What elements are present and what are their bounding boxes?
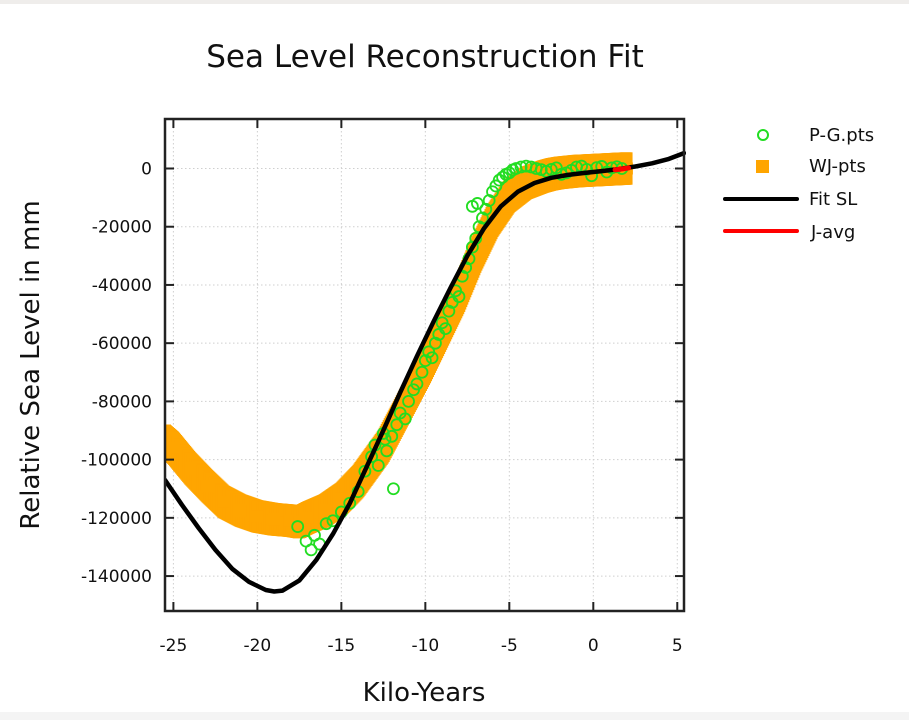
series-layer — [165, 150, 686, 594]
legend-label-j-avg: J-avg — [810, 222, 855, 243]
wj-pts-point — [200, 479, 213, 492]
pg-pts-point — [371, 459, 385, 472]
pg-pts-point — [398, 412, 412, 426]
wj-pts-point — [301, 511, 314, 524]
wj-pts-point — [318, 504, 331, 517]
series-wj-pts — [165, 152, 633, 539]
wj-pts-point — [251, 510, 264, 523]
pg-pts-point — [319, 517, 333, 531]
pg-pts-point — [496, 170, 510, 184]
pg-pts-point — [410, 377, 424, 391]
pg-pts-point — [471, 197, 484, 210]
pg-pts-point — [425, 351, 439, 365]
x-tick-label: -25 — [160, 636, 188, 656]
x-tick-label: 5 — [672, 636, 683, 656]
y-tick-label: -60000 — [92, 334, 152, 354]
pg-pts-point — [402, 394, 415, 408]
chart-title: Sea Level Reconstruction Fit — [206, 39, 643, 75]
chart-canvas — [0, 4, 909, 712]
y-tick-label: 0 — [141, 159, 152, 179]
x-tick-label: 0 — [588, 636, 599, 656]
legend-label-wj-pts: WJ-pts — [809, 156, 866, 177]
pg-pts-point — [343, 496, 357, 510]
pg-pts-point — [452, 290, 466, 303]
wj-pts-point — [217, 495, 230, 508]
wj-pts-point — [234, 504, 247, 517]
legend: P-G.pts WJ-pts Fit SL J-avg — [723, 125, 874, 243]
pg-pts-point — [439, 322, 452, 336]
window-top-strip — [0, 0, 909, 4]
y-tick-label: -80000 — [92, 392, 152, 412]
x-tick-label: -10 — [411, 636, 439, 656]
window-bottom-strip — [0, 712, 909, 720]
wj-pts-point — [167, 441, 180, 454]
wj-pts-band-marker — [620, 172, 633, 185]
pg-pts-point — [390, 418, 404, 432]
legend-marker-wj-pts — [756, 160, 769, 173]
wj-pts-point — [165, 434, 171, 447]
y-tick-label: -20000 — [92, 218, 152, 238]
series-fit-sl-line — [165, 150, 686, 594]
y-tick-label: -120000 — [81, 509, 152, 529]
x-tick-label: -5 — [501, 636, 518, 656]
pg-pts-point — [387, 482, 400, 496]
wj-pts-point — [184, 462, 197, 475]
pg-pts-point — [514, 160, 528, 174]
legend-marker-pg-pts — [757, 129, 769, 141]
plot-content — [165, 150, 686, 594]
y-axis-label: Relative Sea Level in mm — [16, 200, 46, 529]
pg-pts-point — [385, 429, 399, 443]
x-axis-label: Kilo-Years — [363, 678, 486, 708]
y-tick-label: -140000 — [81, 567, 152, 587]
x-tick-label: -20 — [243, 636, 271, 656]
y-tick-label: -100000 — [81, 451, 152, 471]
pg-pts-point — [291, 520, 305, 533]
y-tick-label: -40000 — [92, 276, 152, 296]
wj-pts-band-marker — [620, 152, 633, 165]
pg-pts-point — [502, 166, 516, 180]
wj-pts-point — [268, 513, 281, 526]
ticks: -25 -20 -15 -10 -5 0 5 0 -20000 -40000 -60000 -8000… — [81, 119, 684, 656]
legend-label-pg-pts: P-G.pts — [809, 125, 874, 146]
pg-pts-point — [415, 365, 429, 379]
series-j-avg-line — [612, 165, 632, 173]
legend-label-fit-sl: Fit SL — [809, 189, 857, 210]
pg-pts-point — [304, 543, 318, 557]
x-tick-label: -15 — [327, 636, 355, 656]
pg-pts-point — [544, 162, 558, 176]
